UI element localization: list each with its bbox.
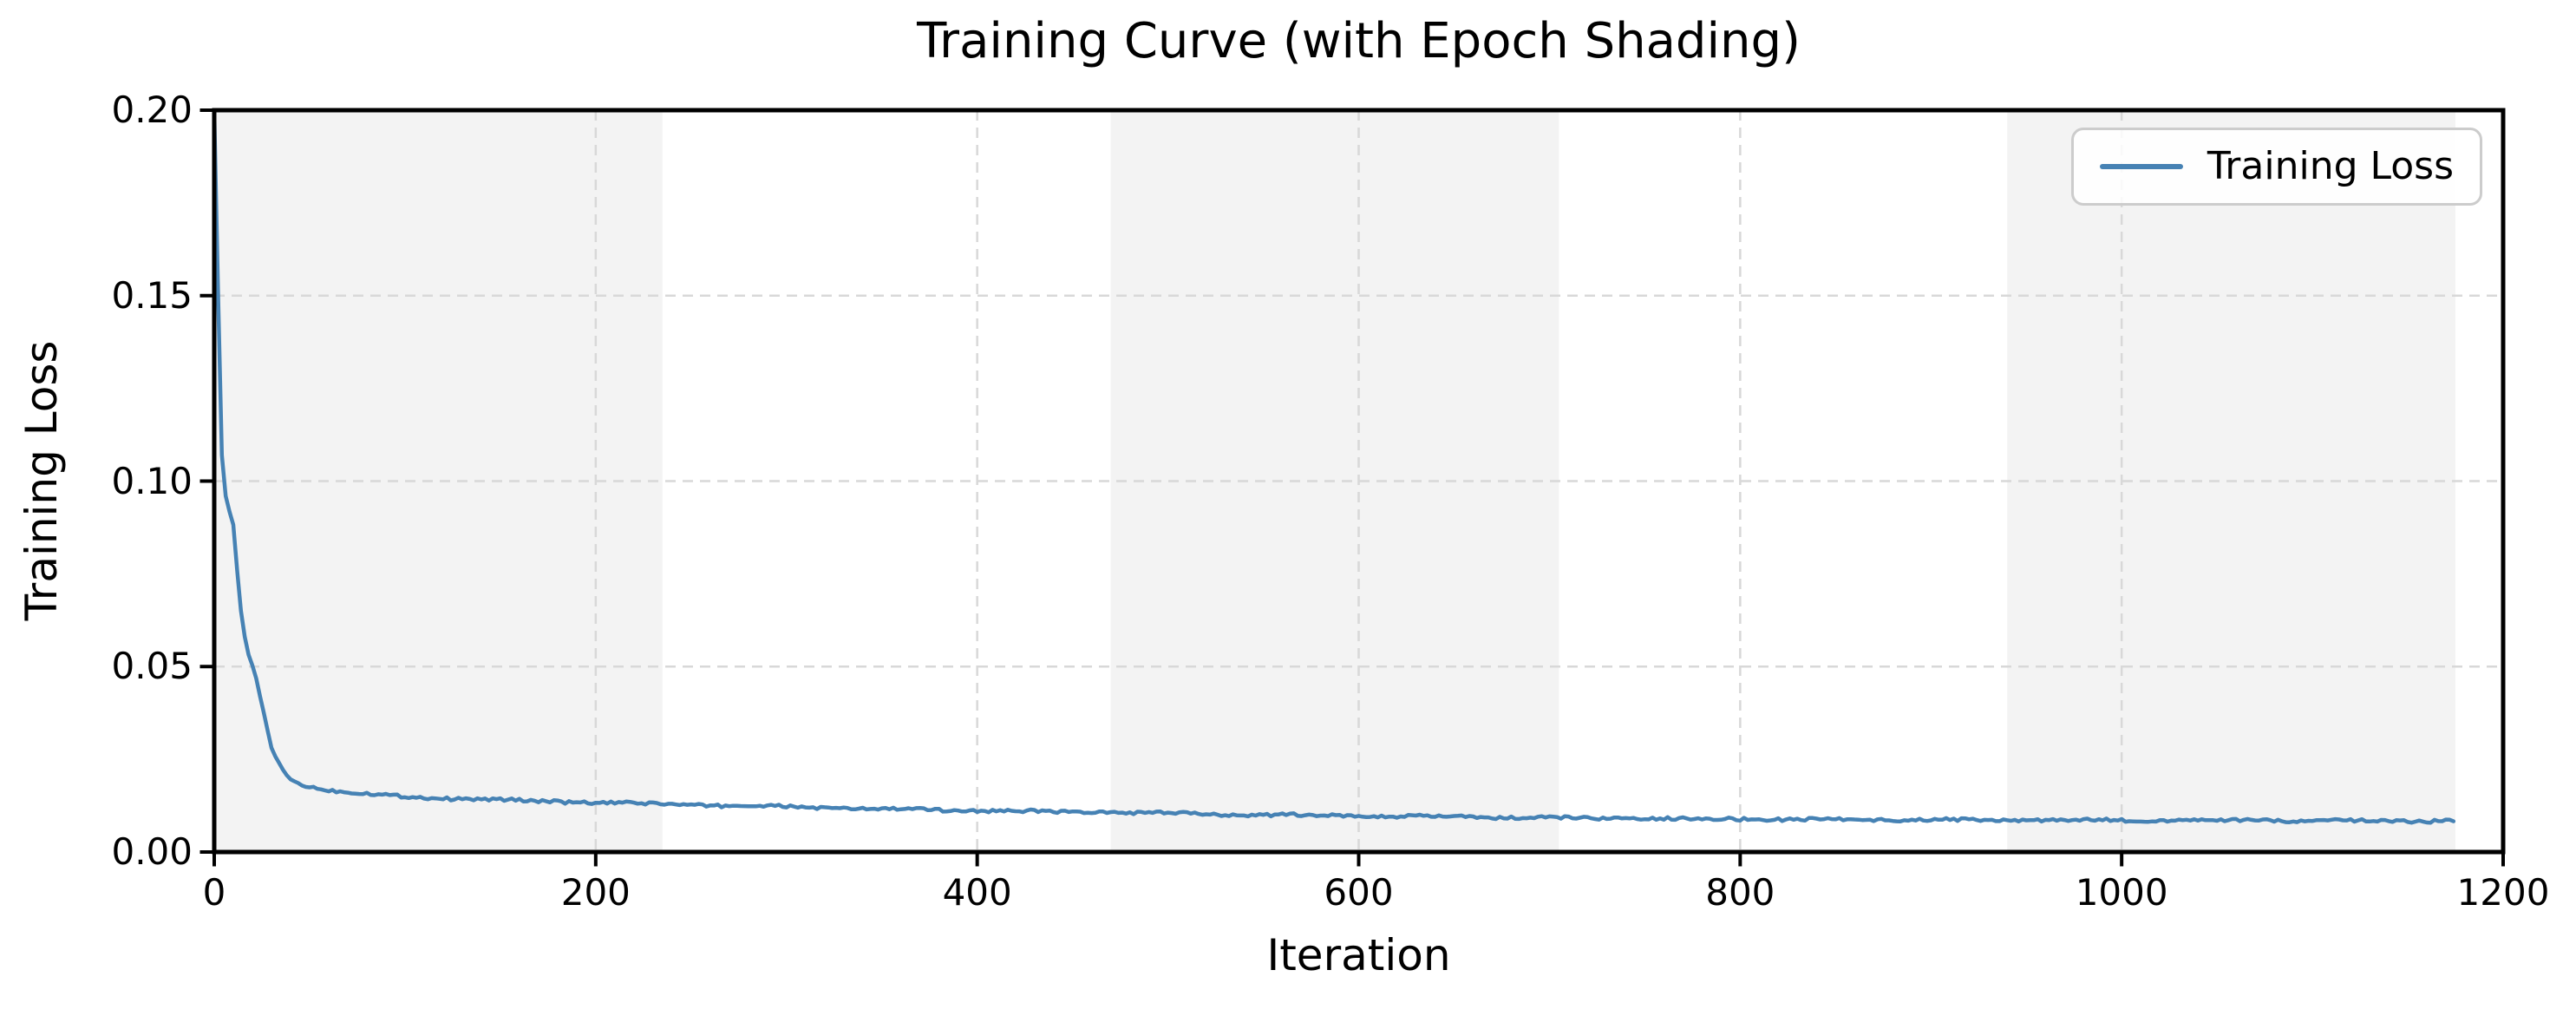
x-tick-label: 1000	[2075, 871, 2168, 914]
legend-line-swatch	[2099, 164, 2183, 169]
x-tick-label: 400	[942, 871, 1012, 914]
training-loss-curve	[212, 108, 2456, 825]
legend: Training Loss	[2070, 128, 2482, 206]
x-tick-label: 0	[202, 871, 226, 914]
plot-spines	[212, 108, 2506, 855]
y-tick-label: 0.05	[111, 645, 193, 688]
x-axis-label: Iteration	[1266, 930, 1451, 980]
x-tick-label: 800	[1705, 871, 1775, 914]
chart-title: Training Curve (with Epoch Shading)	[917, 13, 1801, 69]
y-tick-label: 0.10	[111, 459, 193, 502]
y-tick-label: 0.15	[111, 273, 193, 317]
y-tick-label: 0.00	[111, 830, 193, 873]
x-tick-label: 200	[560, 871, 631, 914]
x-tick-label: 600	[1324, 871, 1394, 914]
y-tick-label: 0.20	[111, 88, 193, 131]
legend-label: Training Loss	[2207, 144, 2454, 188]
x-tick-label: 1200	[2456, 871, 2550, 914]
